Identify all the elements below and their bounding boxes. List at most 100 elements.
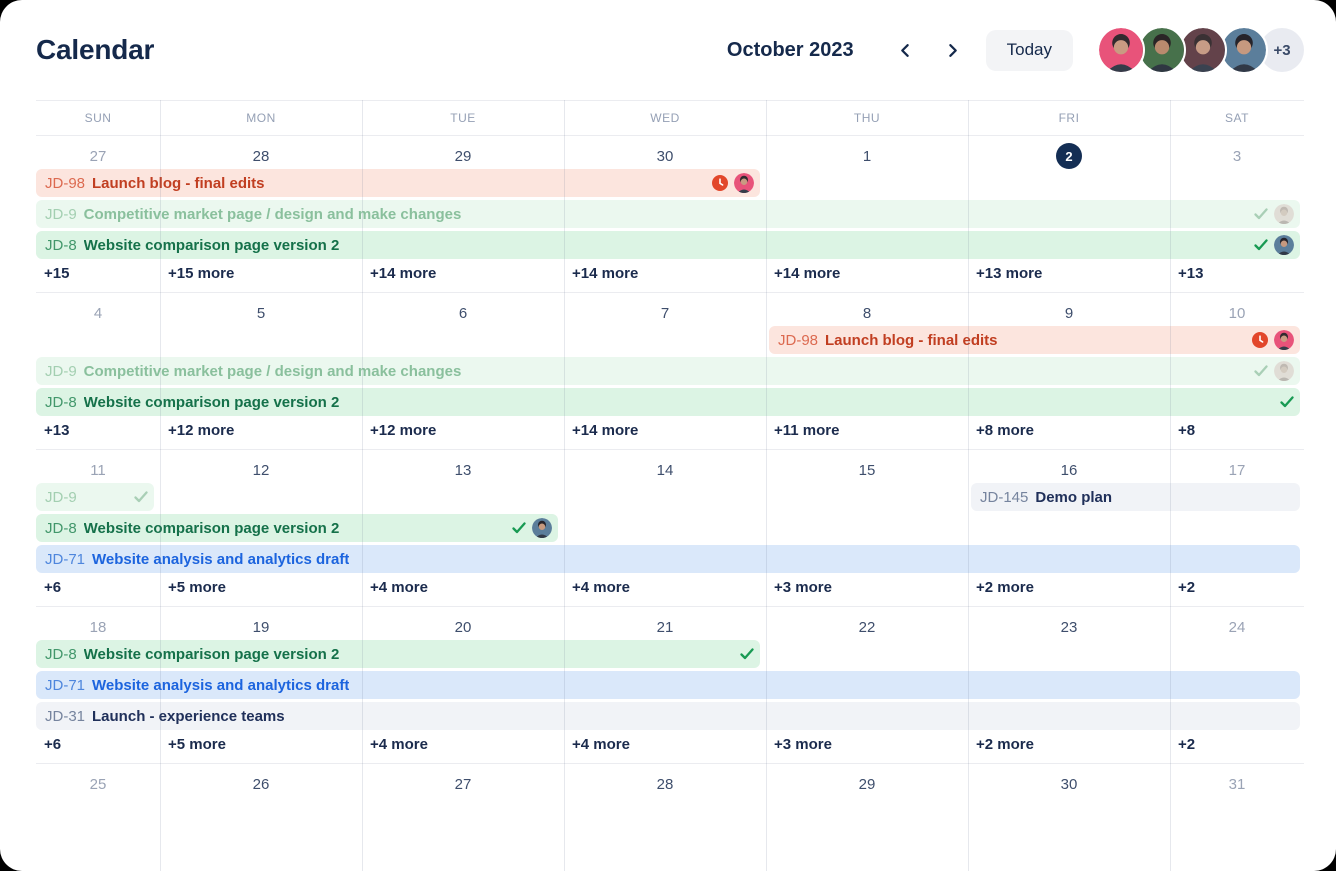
more-events-link[interactable]: +4 more [572, 736, 630, 753]
event-icons [1254, 235, 1294, 255]
prev-month-button[interactable] [892, 37, 919, 64]
event-key: JD-98 [778, 331, 819, 349]
event-pill[interactable]: JD-8 Website comparison page version 2 [36, 231, 1300, 259]
more-events-link[interactable]: +3 more [774, 579, 832, 596]
day-number[interactable]: 5 [256, 304, 266, 322]
day-number[interactable]: 24 [1228, 618, 1246, 636]
day-number[interactable]: 30 [1060, 775, 1078, 793]
more-events-link[interactable]: +15 more [168, 265, 235, 282]
more-events-link[interactable]: +2 more [976, 579, 1034, 596]
more-events-link[interactable]: +2 [1178, 579, 1196, 596]
avatar-icon-pink [734, 173, 754, 193]
more-events-link[interactable]: +13 more [976, 265, 1043, 282]
event-pill[interactable]: JD-71 Website analysis and analytics draf… [36, 545, 1300, 573]
day-number[interactable]: 29 [858, 775, 876, 793]
more-events-link[interactable]: +3 more [774, 736, 832, 753]
day-number[interactable]: 19 [252, 618, 270, 636]
event-pill[interactable]: JD-9 Competitive market page / design and… [36, 357, 1300, 385]
day-number[interactable]: 31 [1228, 775, 1246, 793]
day-number[interactable]: 28 [252, 147, 270, 165]
day-number[interactable]: 21 [656, 618, 674, 636]
more-events-link[interactable]: +4 more [572, 579, 630, 596]
more-events-link[interactable]: +13 [44, 422, 70, 439]
day-number[interactable]: 26 [252, 775, 270, 793]
event-pill[interactable]: JD-98 Launch blog - final edits [769, 326, 1300, 354]
event-title: Website comparison page version 2 [83, 645, 340, 663]
week-row: 4 5 6 7 8 9 10 JD-98 Launch blog - final edits J… [36, 293, 1304, 450]
more-events-link[interactable]: +11 more [774, 422, 840, 439]
more-events-link[interactable]: +6 [44, 579, 62, 596]
avatar-icon-maroon[interactable] [1179, 26, 1227, 74]
avatar-icon-slate[interactable] [1220, 26, 1268, 74]
event-pill[interactable]: JD-98 Launch blog - final edits [36, 169, 760, 197]
day-number[interactable]: 27 [89, 147, 107, 165]
event-pill[interactable]: JD-9 Competitive market page / design and… [36, 200, 1300, 228]
check-icon [1280, 396, 1294, 408]
event-pill[interactable]: JD-31 Launch - experience teams [36, 702, 1300, 730]
event-pill[interactable]: JD-9 [36, 483, 154, 511]
more-events-link[interactable]: +2 [1178, 736, 1196, 753]
more-events-link[interactable]: +8 more [976, 422, 1034, 439]
event-title: Launch blog - final edits [825, 331, 998, 349]
day-number[interactable]: 4 [93, 304, 103, 322]
day-number[interactable]: 6 [458, 304, 468, 322]
day-number[interactable]: 15 [858, 461, 876, 479]
event-title: Website comparison page version 2 [83, 393, 340, 411]
more-events-link[interactable]: +14 more [370, 265, 437, 282]
day-header-fri: FRI [1058, 111, 1080, 125]
more-events-link[interactable]: +8 [1178, 422, 1196, 439]
more-events-link[interactable]: +14 more [774, 265, 841, 282]
day-number[interactable]: 1 [862, 147, 872, 165]
day-number[interactable]: 8 [862, 304, 872, 322]
avatar-icon-pink[interactable] [1097, 26, 1145, 74]
event-pill[interactable]: JD-8 Website comparison page version 2 [36, 388, 1300, 416]
day-number[interactable]: 17 [1228, 461, 1246, 479]
more-events-link[interactable]: +15 [44, 265, 70, 282]
more-events-link[interactable]: +6 [44, 736, 62, 753]
day-number[interactable]: 9 [1064, 304, 1074, 322]
more-events-link[interactable]: +4 more [370, 579, 428, 596]
event-title: Competitive market page / design and mak… [83, 205, 462, 223]
more-events-link[interactable]: +12 more [370, 422, 437, 439]
day-number[interactable]: 10 [1228, 304, 1246, 322]
day-number[interactable]: 27 [454, 775, 472, 793]
day-number[interactable]: 29 [454, 147, 472, 165]
day-number-today[interactable]: 2 [968, 143, 1170, 169]
chevron-left-icon [900, 43, 909, 57]
day-number[interactable]: 3 [1232, 147, 1242, 165]
day-number[interactable]: 7 [660, 304, 670, 322]
more-events-link[interactable]: +5 more [168, 579, 226, 596]
event-pill[interactable]: JD-145 Demo plan [971, 483, 1300, 511]
day-number[interactable]: 30 [656, 147, 674, 165]
more-events-link[interactable]: +13 [1178, 265, 1204, 282]
week-row: 25 26 27 28 29 30 31 [36, 764, 1304, 871]
avatar-icon-slate [1274, 235, 1294, 255]
event-pill[interactable]: JD-71 Website analysis and analytics draf… [36, 671, 1300, 699]
check-icon-faded [1254, 208, 1268, 220]
day-number[interactable]: 11 [90, 461, 106, 479]
more-events-link[interactable]: +14 more [572, 422, 639, 439]
day-number[interactable]: 13 [454, 461, 472, 479]
week-row: 11 12 13 14 15 16 17 JD-9 JD-145 Demo plan JD-8 Web… [36, 450, 1304, 607]
next-month-button[interactable] [939, 37, 966, 64]
calendar-weeks: 27 28 29 30 1 2 3 JD-98 Launch blog - final edit… [36, 136, 1304, 871]
day-number[interactable]: 14 [656, 461, 674, 479]
day-number[interactable]: 18 [89, 618, 107, 636]
more-events-link[interactable]: +12 more [168, 422, 235, 439]
day-number[interactable]: 12 [252, 461, 270, 479]
more-events-link[interactable]: +5 more [168, 736, 226, 753]
day-number[interactable]: 16 [1060, 461, 1078, 479]
day-number[interactable]: 22 [858, 618, 876, 636]
avatar-icon-green[interactable] [1138, 26, 1186, 74]
more-events-link[interactable]: +14 more [572, 265, 639, 282]
more-events-link[interactable]: +4 more [370, 736, 428, 753]
day-number[interactable]: 25 [89, 775, 107, 793]
today-button[interactable]: Today [985, 29, 1073, 71]
event-pill[interactable]: JD-8 Website comparison page version 2 [36, 514, 558, 542]
day-number[interactable]: 20 [454, 618, 472, 636]
event-key: JD-9 [45, 205, 77, 223]
more-events-link[interactable]: +2 more [976, 736, 1034, 753]
day-number[interactable]: 28 [656, 775, 674, 793]
day-number[interactable]: 23 [1060, 618, 1078, 636]
event-pill[interactable]: JD-8 Website comparison page version 2 [36, 640, 760, 668]
